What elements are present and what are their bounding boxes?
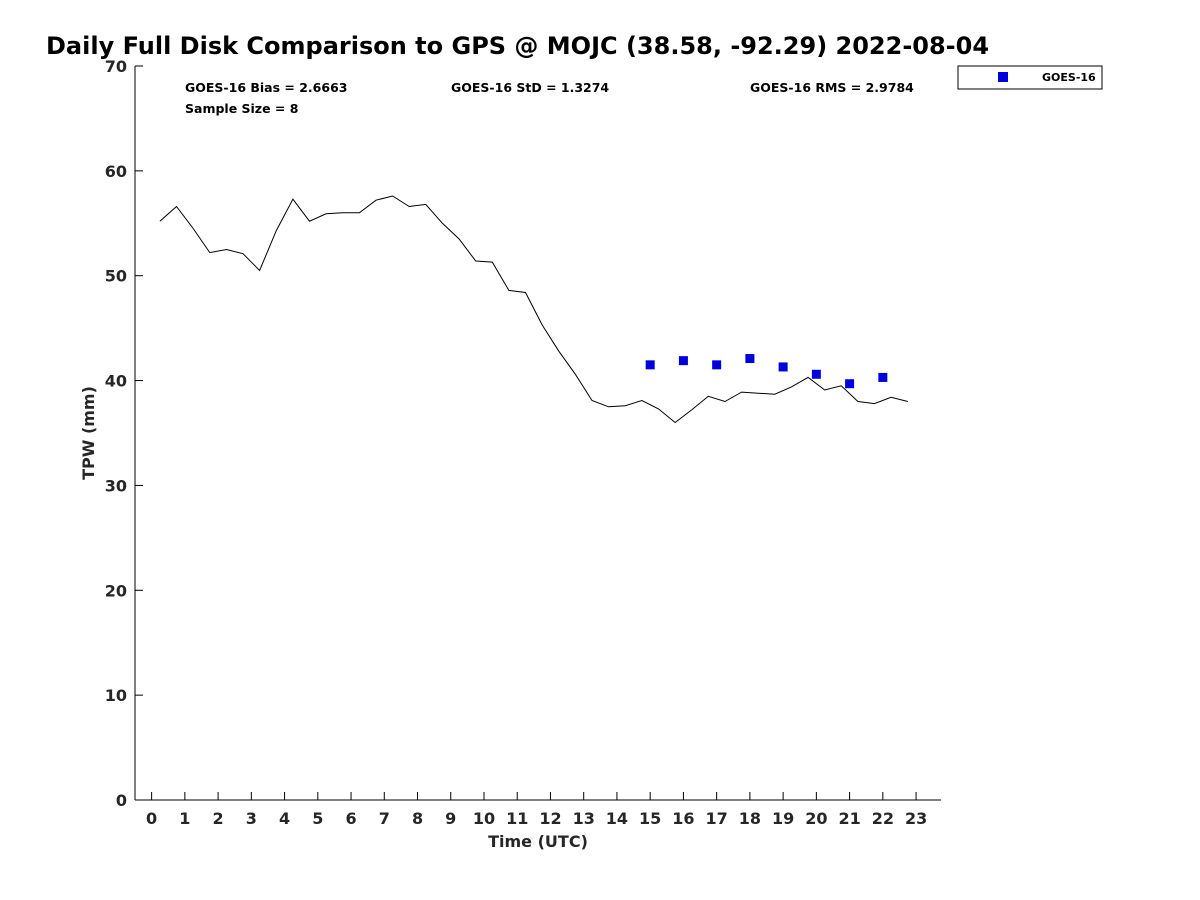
goes16-point: [878, 372, 888, 382]
gps-tpw-line: [159, 195, 908, 424]
x-tick-label: 22: [872, 809, 894, 828]
rms-stat: GOES-16 RMS = 2.9784: [750, 80, 914, 95]
y-tick-label: 30: [105, 476, 127, 495]
std-stat: GOES-16 StD = 1.3274: [451, 80, 609, 95]
x-tick-label: 16: [672, 809, 694, 828]
x-tick-label: 4: [279, 809, 290, 828]
x-tick-label: 5: [312, 809, 323, 828]
y-axis-ticks: 0 10 20 30 40 50 60 70: [105, 57, 143, 810]
sample-size-stat: Sample Size = 8: [185, 101, 298, 116]
x-tick-label: 8: [412, 809, 423, 828]
y-tick-label: 70: [105, 57, 127, 76]
goes16-point: [845, 379, 855, 389]
x-tick-label: 9: [445, 809, 456, 828]
x-tick-label: 17: [706, 809, 728, 828]
legend-box: [957, 65, 1103, 90]
x-tick-label: 6: [345, 809, 356, 828]
x-tick-label: 15: [639, 809, 661, 828]
x-tick-label: 2: [213, 809, 224, 828]
legend-marker-square: [998, 72, 1008, 82]
plot-frame: [134, 66, 941, 801]
x-axis-label: Time (UTC): [488, 832, 588, 851]
chart-title: Daily Full Disk Comparison to GPS @ MOJC…: [46, 32, 989, 60]
series-layer: [159, 195, 908, 424]
x-tick-label: 20: [805, 809, 827, 828]
x-tick-label: 3: [246, 809, 257, 828]
bias-stat: GOES-16 Bias = 2.6663: [185, 80, 347, 95]
x-tick-label: 18: [739, 809, 761, 828]
x-tick-label: 21: [838, 809, 860, 828]
y-tick-label: 0: [116, 791, 127, 810]
y-tick-label: 40: [105, 372, 127, 391]
y-tick-label: 60: [105, 162, 127, 181]
y-tick-label: 10: [105, 686, 127, 705]
goes16-point: [745, 354, 755, 364]
goes16-point: [778, 362, 788, 372]
x-axis-ticks: 0 1 2 3 4 5 6 7 8 9 10 11 12 13 14 15 16 17 18 19 20 21 22 23: [146, 792, 927, 828]
x-tick-label: 11: [506, 809, 528, 828]
y-tick-label: 20: [105, 581, 127, 600]
x-tick-label: 10: [473, 809, 495, 828]
goes16-point: [645, 360, 655, 370]
goes16-point: [712, 360, 722, 370]
x-tick-label: 1: [179, 809, 190, 828]
legend-label: GOES-16: [1042, 71, 1096, 84]
x-tick-label: 12: [539, 809, 561, 828]
x-tick-label: 7: [379, 809, 390, 828]
x-tick-label: 19: [772, 809, 794, 828]
x-tick-label: 13: [573, 809, 595, 828]
x-tick-label: 14: [606, 809, 628, 828]
goes16-point: [811, 369, 821, 379]
legend: GOES-16: [957, 65, 1103, 90]
x-tick-label: 23: [905, 809, 927, 828]
y-axis-label: TPW (mm): [79, 386, 98, 480]
y-tick-label: 50: [105, 267, 127, 286]
goes16-point: [678, 356, 688, 366]
x-tick-label: 0: [146, 809, 157, 828]
